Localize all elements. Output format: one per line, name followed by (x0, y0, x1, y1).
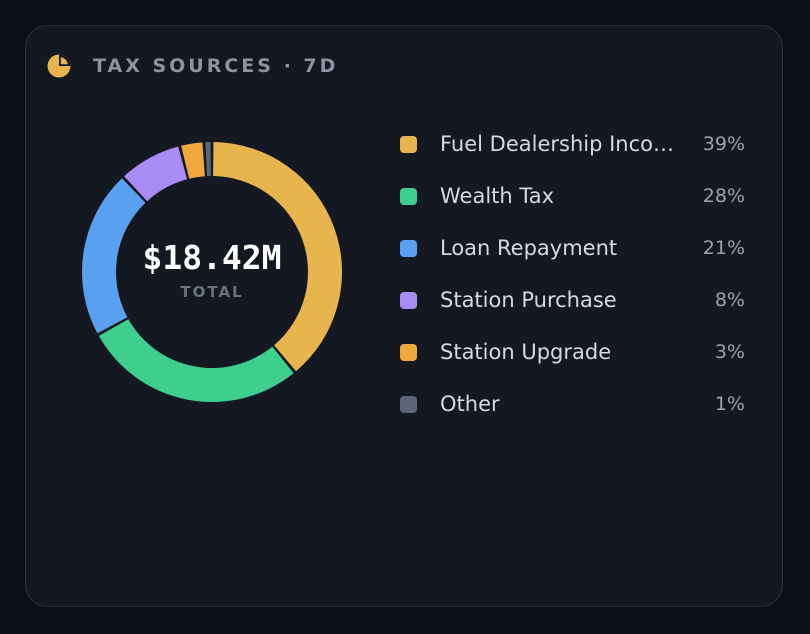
donut-chart (82, 142, 342, 402)
legend-item[interactable]: Fuel Dealership Inco… 39% (400, 118, 745, 170)
legend-label: Loan Repayment (440, 236, 618, 260)
donut-slice-wealth-tax[interactable] (98, 319, 294, 402)
legend-swatch (400, 239, 417, 257)
legend-value: 21% (702, 237, 745, 259)
legend-label: Other (440, 392, 500, 416)
legend-item[interactable]: Loan Repayment 21% (400, 222, 745, 274)
donut-slice-fuel-dealership-income[interactable] (213, 142, 342, 372)
tax-sources-card (25, 25, 783, 607)
legend-swatch (400, 395, 417, 413)
total-value: $18.42M (142, 237, 282, 277)
legend-label: Fuel Dealership Inco… (440, 132, 675, 156)
legend-swatch (400, 187, 417, 205)
legend-value: 39% (702, 133, 745, 155)
legend-item[interactable]: Station Purchase 8% (400, 274, 745, 326)
donut-center: $18.42M TOTAL (80, 140, 344, 404)
total-label: TOTAL (180, 282, 244, 301)
card-header: TAX SOURCES · 7D (45, 52, 338, 80)
donut-slice-loan-repayment[interactable] (82, 178, 146, 334)
legend-swatch (400, 135, 417, 153)
legend-item[interactable]: Other 1% (400, 378, 745, 430)
pie-chart-icon (47, 54, 71, 78)
legend-value: 8% (714, 289, 745, 311)
legend-swatch (400, 291, 417, 309)
legend-item[interactable]: Wealth Tax 28% (400, 170, 745, 222)
donut-slice-station-upgrade[interactable] (181, 142, 205, 179)
legend-value: 3% (714, 341, 745, 363)
legend: Fuel Dealership Inco… 39% Wealth Tax 28%… (400, 118, 745, 430)
legend-value: 1% (714, 393, 745, 415)
legend-item[interactable]: Station Upgrade 3% (400, 326, 745, 378)
legend-label: Station Purchase (440, 288, 617, 312)
donut-slice-station-purchase[interactable] (124, 146, 188, 202)
donut-slice-other[interactable] (205, 142, 211, 177)
legend-label: Wealth Tax (440, 184, 555, 208)
panel-title: TAX SOURCES · 7D (93, 55, 339, 77)
legend-label: Station Upgrade (440, 340, 612, 364)
legend-swatch (400, 343, 417, 361)
legend-value: 28% (702, 185, 745, 207)
